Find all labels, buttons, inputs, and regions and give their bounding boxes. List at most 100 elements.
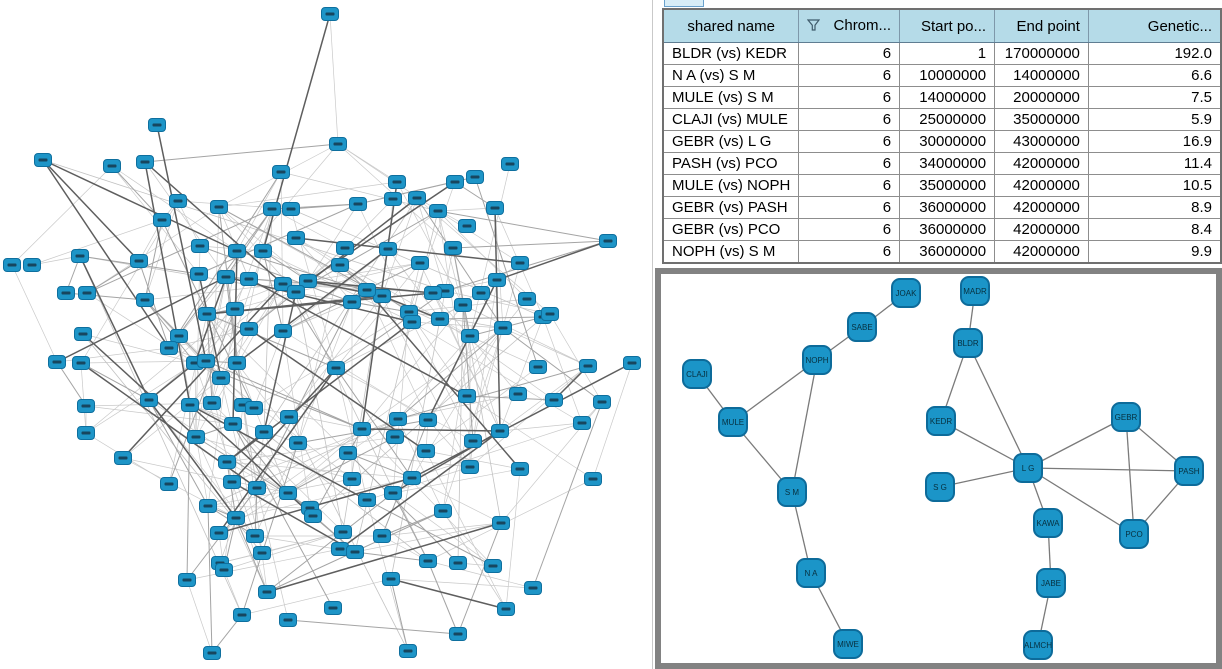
- network-node[interactable]: [382, 572, 400, 586]
- network-edge[interactable]: [462, 304, 589, 367]
- network-edge[interactable]: [411, 422, 583, 479]
- network-edge[interactable]: [241, 442, 299, 616]
- network-edge[interactable]: [361, 428, 494, 567]
- network-edge[interactable]: [312, 428, 363, 517]
- network-edge[interactable]: [432, 292, 519, 395]
- network-node[interactable]: [518, 292, 536, 306]
- network-edge[interactable]: [261, 531, 344, 554]
- network-node[interactable]: [321, 7, 339, 21]
- network-edge[interactable]: [295, 237, 521, 264]
- network-node[interactable]: [253, 546, 271, 560]
- network-node[interactable]: [72, 356, 90, 370]
- network-edge[interactable]: [219, 517, 237, 564]
- network-edge[interactable]: [442, 327, 504, 512]
- network-node[interactable]: [466, 170, 484, 184]
- network-node[interactable]: [339, 446, 357, 460]
- subnetwork-node-jabe[interactable]: JABE: [1036, 568, 1066, 598]
- network-node[interactable]: [329, 137, 347, 151]
- network-edge[interactable]: [472, 262, 521, 442]
- network-edge[interactable]: [307, 262, 421, 282]
- network-node[interactable]: [358, 493, 376, 507]
- network-node[interactable]: [130, 254, 148, 268]
- network-edge[interactable]: [266, 492, 394, 593]
- network-edge[interactable]: [532, 401, 603, 589]
- main-network-view[interactable]: [0, 0, 652, 669]
- network-node[interactable]: [388, 175, 406, 189]
- network-edge[interactable]: [236, 171, 282, 252]
- network-node[interactable]: [203, 646, 221, 660]
- network-edge[interactable]: [411, 362, 633, 479]
- network-edge[interactable]: [186, 579, 213, 654]
- network-edge[interactable]: [79, 255, 150, 401]
- network-edge[interactable]: [248, 291, 297, 330]
- network-edge[interactable]: [499, 422, 583, 432]
- network-node[interactable]: [280, 410, 298, 424]
- network-edge[interactable]: [242, 404, 258, 489]
- network-edge[interactable]: [335, 290, 446, 369]
- network-node[interactable]: [77, 426, 95, 440]
- table-row[interactable]: PASH (vs) PCO 6 34000000 42000000 11.4: [662, 152, 1222, 175]
- network-node[interactable]: [358, 283, 376, 297]
- network-node[interactable]: [529, 360, 547, 374]
- network-edge[interactable]: [144, 143, 339, 163]
- network-edge[interactable]: [442, 510, 507, 610]
- subnetwork-node-claji[interactable]: CLAJI: [682, 359, 712, 389]
- network-node[interactable]: [491, 424, 509, 438]
- network-node[interactable]: [593, 395, 611, 409]
- network-edge[interactable]: [207, 505, 213, 654]
- network-node[interactable]: [255, 425, 273, 439]
- network-edge[interactable]: [138, 260, 170, 349]
- network-edge[interactable]: [122, 457, 237, 519]
- table-row[interactable]: GEBR (vs) PASH 6 36000000 42000000 8.9: [662, 196, 1222, 219]
- network-node[interactable]: [148, 118, 166, 132]
- network-edge[interactable]: [144, 161, 191, 406]
- subnetwork-node-sg[interactable]: S G: [925, 472, 955, 502]
- network-edge[interactable]: [452, 247, 471, 337]
- network-node[interactable]: [472, 286, 490, 300]
- network-node[interactable]: [336, 241, 354, 255]
- network-edge[interactable]: [218, 181, 398, 208]
- network-edge[interactable]: [225, 208, 273, 278]
- network-node[interactable]: [579, 359, 597, 373]
- network-node[interactable]: [599, 234, 617, 248]
- table-row[interactable]: BLDR (vs) KEDR 6 1 170000000 192.0: [662, 42, 1222, 65]
- network-node[interactable]: [488, 273, 506, 287]
- network-node[interactable]: [136, 155, 154, 169]
- network-edge[interactable]: [82, 333, 197, 438]
- subnetwork-view[interactable]: JOAK SABE NOPH CLAJI MULE S M N A MIWE MADR BLDR K…: [661, 274, 1216, 663]
- network-edge[interactable]: [226, 461, 237, 519]
- network-node[interactable]: [486, 201, 504, 215]
- network-node[interactable]: [346, 545, 364, 559]
- table-row[interactable]: N A (vs) S M 6 10000000 14000000 6.6: [662, 64, 1222, 87]
- network-edge[interactable]: [31, 219, 163, 266]
- network-edge[interactable]: [263, 197, 418, 433]
- network-edge[interactable]: [223, 531, 344, 571]
- network-edge[interactable]: [411, 321, 474, 442]
- network-edge[interactable]: [452, 247, 502, 524]
- network-edge[interactable]: [56, 276, 227, 363]
- network-node[interactable]: [419, 554, 437, 568]
- network-edge[interactable]: [194, 362, 256, 537]
- network-edge[interactable]: [361, 428, 501, 432]
- network-node[interactable]: [343, 295, 361, 309]
- network-node[interactable]: [331, 542, 349, 556]
- network-node[interactable]: [289, 436, 307, 450]
- network-node[interactable]: [254, 244, 272, 258]
- network-edge[interactable]: [198, 203, 359, 275]
- subnetwork-node-almch[interactable]: ALMCH: [1023, 630, 1053, 660]
- network-node[interactable]: [304, 509, 322, 523]
- column-header-chromosome[interactable]: Chrom...: [798, 8, 901, 43]
- network-edge[interactable]: [390, 578, 534, 589]
- network-edge[interactable]: [505, 468, 521, 610]
- network-node[interactable]: [226, 302, 244, 316]
- network-edge[interactable]: [148, 283, 284, 401]
- network-edge[interactable]: [234, 208, 273, 310]
- subnetwork-edge[interactable]: [1125, 416, 1135, 535]
- network-node[interactable]: [384, 192, 402, 206]
- subnetwork-node-lg[interactable]: L G: [1013, 453, 1043, 483]
- network-node[interactable]: [258, 585, 276, 599]
- network-node[interactable]: [419, 413, 437, 427]
- network-edge[interactable]: [56, 361, 87, 407]
- network-node[interactable]: [511, 462, 529, 476]
- network-node[interactable]: [623, 356, 641, 370]
